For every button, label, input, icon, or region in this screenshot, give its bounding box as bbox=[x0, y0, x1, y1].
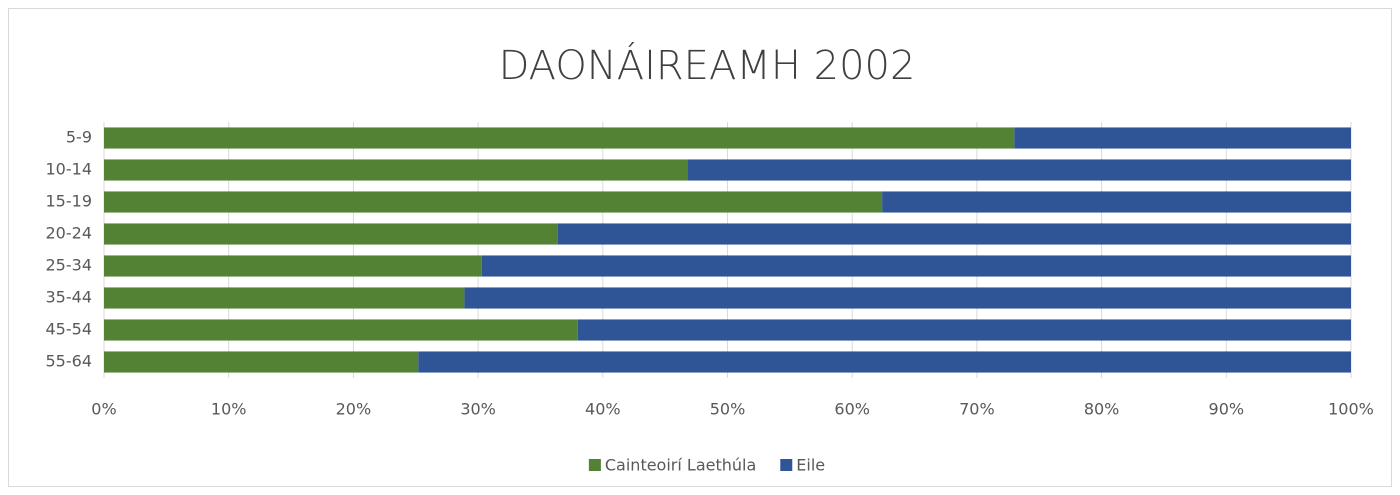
y-tick-label: 15-19 bbox=[46, 192, 93, 211]
y-tick-label: 35-44 bbox=[46, 288, 93, 307]
x-tick-label: 40% bbox=[585, 400, 621, 419]
y-tick-label: 10-14 bbox=[46, 160, 93, 179]
bar-segment bbox=[104, 159, 688, 181]
legend-label: Eile bbox=[796, 456, 825, 475]
x-tick-label: 30% bbox=[460, 400, 496, 419]
bar-segment bbox=[418, 351, 1351, 373]
chart-title: DAONÁIREAMH 2002 bbox=[499, 41, 916, 89]
bar-segment bbox=[104, 255, 482, 277]
legend-label: Cainteoirí Laethúla bbox=[605, 456, 756, 475]
legend-swatch bbox=[780, 459, 793, 471]
x-tick-label: 50% bbox=[710, 400, 746, 419]
x-tick-label: 100% bbox=[1328, 400, 1374, 419]
bar-segment bbox=[104, 287, 465, 309]
x-tick-label: 80% bbox=[1084, 400, 1120, 419]
x-tick-label: 0% bbox=[91, 400, 116, 419]
y-tick-label: 5-9 bbox=[66, 128, 92, 147]
bar-segment bbox=[882, 191, 1351, 213]
legend-swatch bbox=[588, 459, 601, 471]
x-tick-label: 70% bbox=[959, 400, 995, 419]
bar-segment bbox=[577, 319, 1351, 341]
bar-segment bbox=[687, 159, 1351, 181]
bar-segment bbox=[104, 319, 578, 341]
x-tick-label: 90% bbox=[1209, 400, 1245, 419]
x-tick-label: 10% bbox=[211, 400, 247, 419]
y-tick-label: 55-64 bbox=[46, 352, 93, 371]
y-tick-label: 25-34 bbox=[46, 256, 93, 275]
bar-segment bbox=[1014, 127, 1351, 149]
bar-segment bbox=[104, 127, 1015, 149]
y-tick-label: 45-54 bbox=[46, 320, 93, 339]
x-tick-label: 60% bbox=[834, 400, 870, 419]
x-tick-label: 20% bbox=[336, 400, 372, 419]
bar-segment bbox=[104, 351, 419, 373]
bar-segment bbox=[104, 191, 883, 213]
bar-segment bbox=[104, 223, 558, 245]
bar-segment bbox=[557, 223, 1351, 245]
bar-segment bbox=[481, 255, 1351, 277]
chart-border bbox=[8, 8, 1392, 487]
bar-segment bbox=[464, 287, 1351, 309]
y-tick-label: 20-24 bbox=[46, 224, 93, 243]
